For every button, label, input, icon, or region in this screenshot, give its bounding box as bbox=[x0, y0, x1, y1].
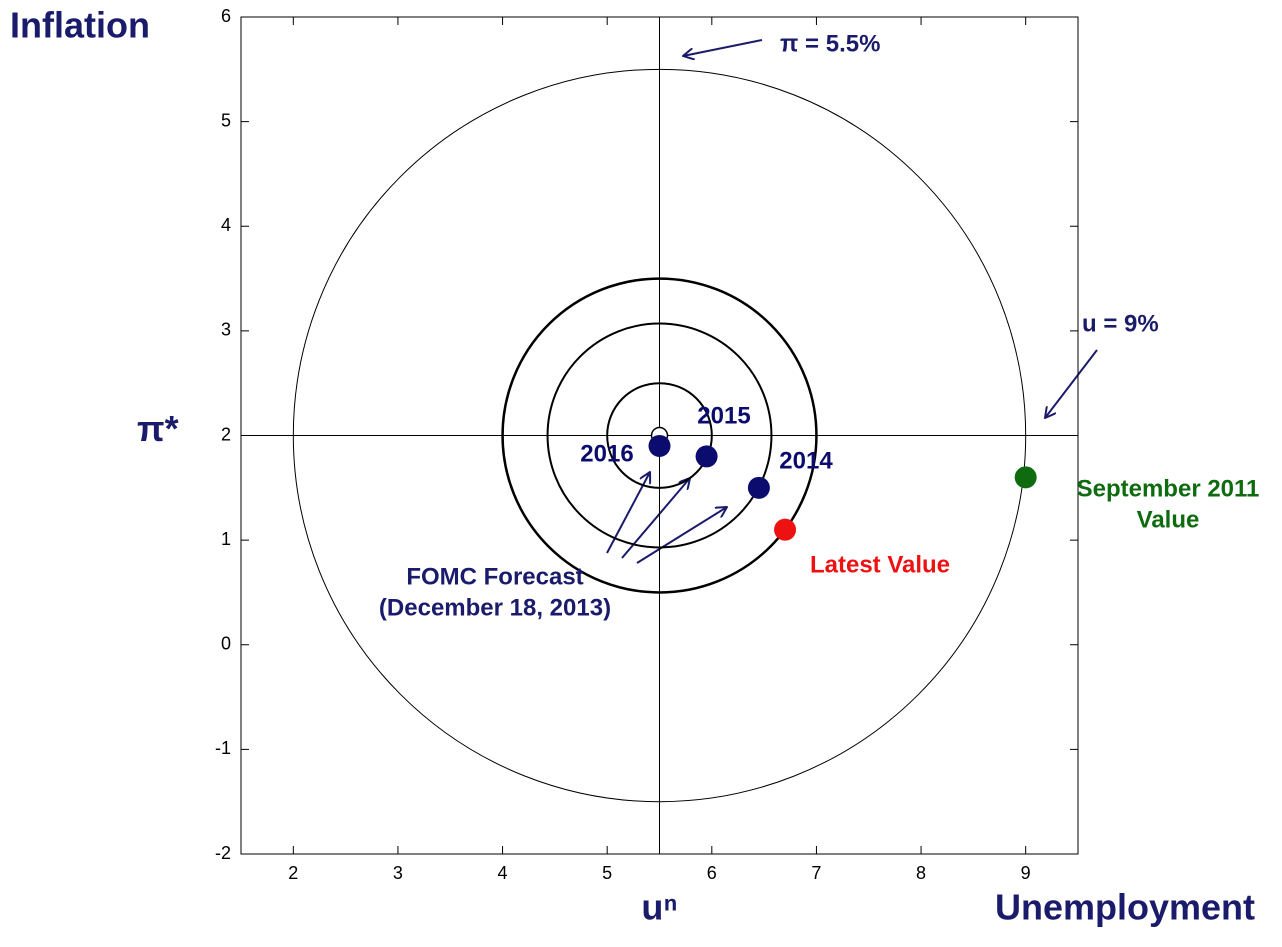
y-tick-label: 1 bbox=[221, 529, 231, 549]
x-tick-label: 5 bbox=[602, 863, 612, 883]
arrow bbox=[683, 39, 763, 56]
annotation: u = 9% bbox=[1082, 310, 1159, 337]
point bbox=[774, 518, 797, 541]
point-label: September 2011 bbox=[1077, 475, 1260, 502]
annotation: FOMC Forecast bbox=[406, 563, 583, 590]
x-tick-label: 4 bbox=[498, 863, 508, 883]
annotation: (December 18, 2013) bbox=[379, 594, 611, 621]
x-tick-label: 6 bbox=[707, 863, 717, 883]
point-label: 2015 bbox=[697, 402, 750, 429]
y-tick-label: 4 bbox=[221, 215, 231, 235]
y-axis-label: Inflation bbox=[10, 5, 150, 46]
x-tick-label: 9 bbox=[1021, 863, 1031, 883]
distance-circle bbox=[546, 322, 773, 549]
arrow bbox=[606, 472, 650, 554]
annotation: π = 5.5% bbox=[780, 30, 880, 57]
reference-label: uⁿ bbox=[641, 887, 677, 928]
point bbox=[1014, 466, 1037, 489]
y-tick-label: -1 bbox=[215, 738, 231, 758]
y-tick-label: 6 bbox=[221, 6, 231, 26]
point-label: 2014 bbox=[779, 447, 833, 474]
x-tick-label: 7 bbox=[811, 863, 821, 883]
point bbox=[695, 445, 718, 468]
arrow bbox=[636, 507, 727, 564]
arrow bbox=[1045, 349, 1098, 418]
y-tick-label: 2 bbox=[221, 424, 231, 444]
y-tick-label: 5 bbox=[221, 110, 231, 130]
point bbox=[648, 434, 671, 457]
y-tick-label: -2 bbox=[215, 843, 231, 863]
distance-circle bbox=[292, 68, 1027, 803]
point bbox=[747, 476, 770, 499]
y-tick-label: 3 bbox=[221, 320, 231, 340]
y-tick-label: 0 bbox=[221, 634, 231, 654]
x-tick-label: 8 bbox=[916, 863, 926, 883]
distance-circle bbox=[606, 382, 713, 489]
point-label: Latest Value bbox=[810, 551, 950, 578]
point-label: 2016 bbox=[580, 440, 633, 467]
x-tick-label: 3 bbox=[393, 863, 403, 883]
point-label: Value bbox=[1137, 506, 1200, 533]
x-axis-label: Unemployment bbox=[995, 887, 1255, 928]
reference-label: π* bbox=[137, 408, 179, 449]
x-tick-label: 2 bbox=[288, 863, 298, 883]
distance-circle bbox=[501, 277, 818, 594]
